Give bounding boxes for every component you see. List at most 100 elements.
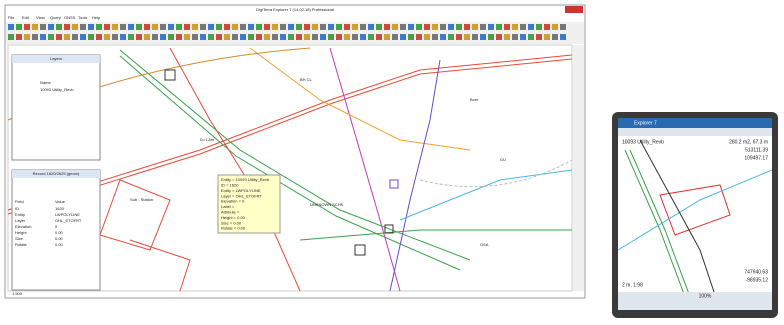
toolbar-button[interactable] [112, 34, 118, 40]
toolbar-button[interactable] [176, 24, 182, 30]
toolbar-button[interactable] [560, 34, 566, 40]
toolbar-button[interactable] [480, 34, 486, 40]
toolbar-button[interactable] [232, 34, 238, 40]
toolbar-button[interactable] [16, 24, 22, 30]
toolbar-button[interactable] [56, 34, 62, 40]
toolbar-button[interactable] [496, 24, 502, 30]
toolbar-button[interactable] [144, 24, 150, 30]
menu-item[interactable]: Edit [22, 15, 30, 20]
toolbar-button[interactable] [320, 34, 326, 40]
toolbar-button[interactable] [504, 34, 510, 40]
toolbar-button[interactable] [288, 24, 294, 30]
toolbar-button[interactable] [360, 24, 366, 30]
toolbar-button[interactable] [120, 24, 126, 30]
toolbar-button[interactable] [472, 34, 478, 40]
toolbar-button[interactable] [360, 34, 366, 40]
toolbar-button[interactable] [88, 34, 94, 40]
toolbar-button[interactable] [384, 34, 390, 40]
toolbar-button[interactable] [440, 24, 446, 30]
toolbar-button[interactable] [464, 34, 470, 40]
toolbar-button[interactable] [176, 34, 182, 40]
toolbar-button[interactable] [200, 24, 206, 30]
toolbar-button[interactable] [104, 34, 110, 40]
toolbar-button[interactable] [208, 24, 214, 30]
toolbar-button[interactable] [440, 34, 446, 40]
toolbar-button[interactable] [528, 34, 534, 40]
toolbar-button[interactable] [192, 24, 198, 30]
toolbar-button[interactable] [504, 24, 510, 30]
toolbar-button[interactable] [392, 34, 398, 40]
toolbar-button[interactable] [136, 24, 142, 30]
toolbar-button[interactable] [400, 24, 406, 30]
toolbar-button[interactable] [472, 24, 478, 30]
toolbar-button[interactable] [368, 24, 374, 30]
menu-item[interactable]: Help [92, 15, 101, 20]
toolbar-button[interactable] [536, 24, 542, 30]
toolbar-button[interactable] [136, 34, 142, 40]
toolbar-button[interactable] [488, 34, 494, 40]
toolbar-button[interactable] [344, 24, 350, 30]
toolbar-button[interactable] [72, 34, 78, 40]
toolbar-button[interactable] [520, 24, 526, 30]
toolbar-button[interactable] [256, 24, 262, 30]
toolbar-button[interactable] [432, 34, 438, 40]
toolbar-button[interactable] [8, 34, 14, 40]
toolbar-button[interactable] [408, 34, 414, 40]
toolbar-button[interactable] [512, 24, 518, 30]
toolbar-button[interactable] [264, 34, 270, 40]
toolbar-button[interactable] [448, 34, 454, 40]
toolbar-button[interactable] [192, 34, 198, 40]
toolbar-button[interactable] [384, 24, 390, 30]
toolbar-button[interactable] [128, 24, 134, 30]
toolbar-button[interactable] [256, 34, 262, 40]
toolbar-button[interactable] [24, 24, 30, 30]
toolbar-button[interactable] [216, 34, 222, 40]
toolbar-button[interactable] [168, 24, 174, 30]
toolbar-button[interactable] [312, 34, 318, 40]
toolbar-button[interactable] [248, 34, 254, 40]
toolbar-button[interactable] [544, 24, 550, 30]
toolbar-button[interactable] [296, 24, 302, 30]
toolbar-button[interactable] [184, 34, 190, 40]
toolbar-button[interactable] [48, 24, 54, 30]
toolbar-button[interactable] [80, 34, 86, 40]
toolbar-button[interactable] [16, 34, 22, 40]
toolbar-button[interactable] [424, 34, 430, 40]
close-button[interactable] [565, 6, 583, 13]
toolbar-button[interactable] [400, 34, 406, 40]
toolbar-button[interactable] [40, 34, 46, 40]
toolbar-button[interactable] [336, 24, 342, 30]
toolbar-button[interactable] [120, 34, 126, 40]
toolbar-button[interactable] [80, 24, 86, 30]
toolbar-button[interactable] [56, 24, 62, 30]
menu-item[interactable]: View [36, 15, 45, 20]
toolbar-button[interactable] [352, 24, 358, 30]
toolbar-button[interactable] [560, 24, 566, 30]
toolbar-button[interactable] [208, 34, 214, 40]
toolbar-button[interactable] [248, 24, 254, 30]
toolbar-button[interactable] [288, 34, 294, 40]
toolbar-button[interactable] [48, 34, 54, 40]
menu-item[interactable]: Tools [78, 15, 87, 20]
toolbar-button[interactable] [40, 24, 46, 30]
toolbar-button[interactable] [144, 34, 150, 40]
toolbar-button[interactable] [520, 34, 526, 40]
toolbar-button[interactable] [320, 24, 326, 30]
toolbar-button[interactable] [96, 34, 102, 40]
toolbar-button[interactable] [240, 24, 246, 30]
toolbar-button[interactable] [408, 24, 414, 30]
toolbar-button[interactable] [272, 34, 278, 40]
toolbar-button[interactable] [312, 24, 318, 30]
toolbar-button[interactable] [512, 34, 518, 40]
toolbar-button[interactable] [32, 24, 38, 30]
toolbar-button[interactable] [496, 34, 502, 40]
toolbar-button[interactable] [112, 24, 118, 30]
toolbar-button[interactable] [104, 24, 110, 30]
toolbar-button[interactable] [376, 24, 382, 30]
toolbar-button[interactable] [536, 34, 542, 40]
toolbar-button[interactable] [296, 34, 302, 40]
toolbar-button[interactable] [328, 34, 334, 40]
toolbar-button[interactable] [552, 24, 558, 30]
toolbar-button[interactable] [160, 34, 166, 40]
toolbar-button[interactable] [88, 24, 94, 30]
